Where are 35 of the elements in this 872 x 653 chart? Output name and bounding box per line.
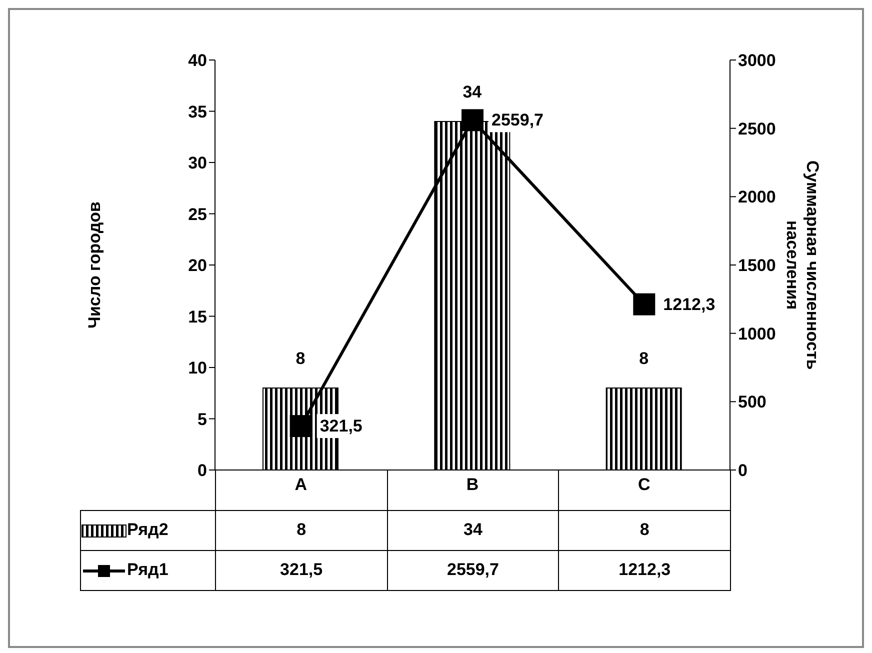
y2-tick-label: 1500 <box>738 256 776 276</box>
data-label: 8 <box>216 510 388 550</box>
y2-tick-label: 500 <box>738 392 766 412</box>
y-tick-label: 25 <box>188 204 207 224</box>
data-label: 321,5 <box>216 550 388 590</box>
y-tick-label: 0 <box>198 461 207 480</box>
data-label: 34 <box>387 510 559 550</box>
legend-label: Ряд2 <box>127 520 168 539</box>
x-tick-label: B <box>466 475 479 494</box>
y2-tick-label: 2000 <box>738 188 776 207</box>
data-label: 2559,7 <box>387 550 559 590</box>
y2-tick-label: 2500 <box>738 119 776 138</box>
text: 34 <box>462 82 482 102</box>
y-tick-label: 15 <box>188 307 207 326</box>
y-tick-label: 35 <box>188 102 207 122</box>
text: 2559,7 <box>492 110 544 130</box>
y2-tick-label: 3000 <box>738 51 776 70</box>
y2-axis-title: Суммарная численность населения <box>783 160 822 370</box>
y-tick-label: 30 <box>188 154 207 173</box>
y-tick-label: 5 <box>198 410 207 429</box>
text: 8 <box>296 349 306 368</box>
data-label: 1212,3 <box>558 550 730 590</box>
legend-label: Ряд1 <box>127 560 168 579</box>
y-axis-title: Число городов <box>85 202 104 328</box>
y-tick-label: 10 <box>188 358 207 378</box>
text: 1212,3 <box>663 294 716 314</box>
y-tick-label: 20 <box>188 256 207 276</box>
data-label: 8 <box>558 510 730 550</box>
x-tick-label: A <box>294 475 307 494</box>
y2-tick-label: 1000 <box>738 324 776 344</box>
x-tick-label: C <box>638 475 650 494</box>
y2-tick-label: 0 <box>738 461 748 480</box>
text: 321,5 <box>320 416 362 436</box>
text: 8 <box>639 349 649 368</box>
y-tick-label: 40 <box>188 51 207 70</box>
